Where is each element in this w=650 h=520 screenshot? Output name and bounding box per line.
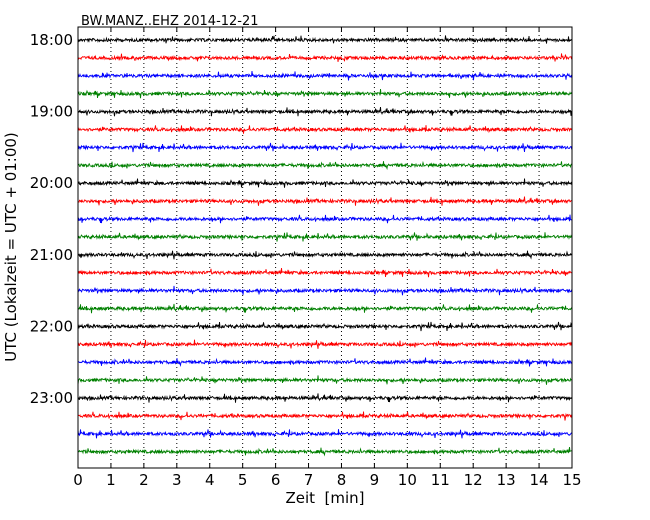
x-tick-label: 15 [562,471,581,489]
x-tick-label: 10 [398,471,417,489]
trace-2230 [77,357,573,367]
y-tick-label: 22:00 [30,317,73,335]
plot-frame [77,26,573,469]
y-tick-label: 18:00 [30,31,73,49]
x-axis-ticks: 0 1 2 3 4 5 6 7 8 9 10 11 12 13 14 15 [73,27,582,489]
x-tick-label: 6 [271,471,281,489]
trace-2145 [77,303,573,314]
chart-title: BW.MANZ..EHZ 2014-12-21 [81,14,259,29]
y-tick-label: 21:00 [30,246,73,264]
x-tick-label: 12 [464,471,483,489]
y-axis-label: UTC (Lokalzeit = UTC + 01:00) [2,132,20,362]
trace-2245 [77,375,573,385]
x-tick-label: 11 [431,471,450,489]
x-tick-label: 9 [370,471,380,489]
x-tick-label: 13 [497,471,516,489]
x-tick-label: 7 [304,471,314,489]
x-tick-label: 2 [139,471,149,489]
trace-2345 [77,446,573,457]
trace-2200 [77,321,573,332]
x-tick-label: 3 [172,471,182,489]
trace-1845 [77,89,573,99]
y-tick-label: 23:00 [30,389,73,407]
trace-2015 [77,196,573,206]
y-axis-ticks: 18:00 19:00 20:00 21:00 22:00 23:00 [30,31,572,407]
trace-1930 [77,142,573,153]
trace-2315 [77,411,573,421]
trace-1945 [77,160,573,171]
trace-2115 [77,267,573,278]
x-tick-label: 0 [73,471,83,489]
y-tick-label: 20:00 [30,174,73,192]
trace-2100 [77,250,573,260]
trace-2030 [77,214,573,224]
trace-1815 [77,53,573,62]
trace-2330 [77,429,573,439]
x-tick-label: 14 [530,471,549,489]
trace-2045 [77,232,573,242]
trace-1900 [77,106,573,117]
x-tick-label: 1 [106,471,116,489]
trace-1915 [77,125,573,134]
trace-1830 [77,70,573,81]
trace-2000 [77,178,573,188]
traces [77,35,573,457]
trace-2215 [77,339,573,349]
x-tick-label: 4 [205,471,215,489]
x-tick-label: 8 [337,471,347,489]
y-tick-label: 19:00 [30,103,73,121]
x-axis-label: Zeit [min] [285,489,364,507]
vertical-grid [110,27,540,468]
trace-1800 [77,35,573,44]
trace-2130 [77,285,573,296]
trace-2300 [77,393,573,403]
x-tick-label: 5 [238,471,248,489]
